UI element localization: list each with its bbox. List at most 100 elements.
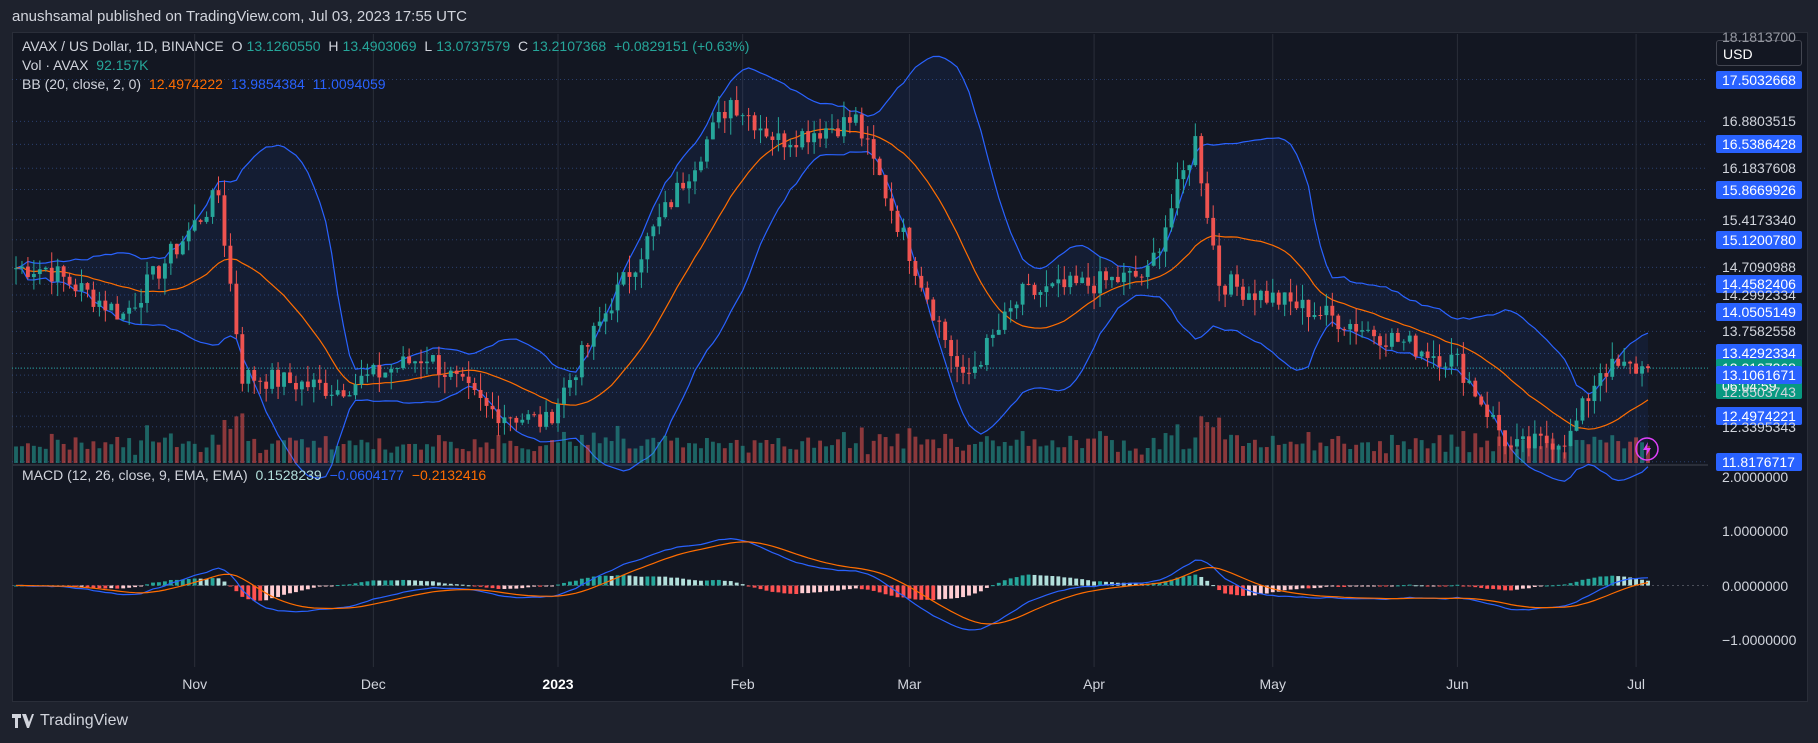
- price-axis-label: 15.8669926: [1716, 180, 1802, 199]
- volume-bar: [1622, 448, 1627, 463]
- macd-histogram-bar: [1181, 576, 1186, 586]
- volume-bar: [907, 428, 912, 463]
- volume-bar: [389, 452, 394, 463]
- bb-upper-value: 13.9854384: [230, 76, 305, 92]
- volume-bar: [806, 437, 811, 463]
- volume-bar: [264, 449, 269, 463]
- candle-body: [288, 372, 292, 383]
- volume-bar: [746, 452, 751, 463]
- price-axis-label: 13.1061671: [1716, 366, 1802, 385]
- candle-body: [728, 100, 733, 119]
- macd-histogram-bar: [716, 579, 721, 586]
- candle-body: [472, 383, 477, 390]
- macd-histogram-bar: [699, 580, 703, 586]
- volume-bar: [276, 440, 281, 463]
- volume-bar: [1407, 449, 1412, 463]
- volume-bar: [639, 445, 644, 463]
- candle-body: [764, 128, 769, 137]
- price-axis-label: 13.4292334: [1716, 344, 1802, 363]
- volume-bar: [1455, 446, 1460, 463]
- symbol-name[interactable]: AVAX / US Dollar, 1D, BINANCE: [22, 38, 224, 54]
- macd-histogram-bar: [770, 585, 775, 592]
- volume-bar: [1479, 447, 1484, 463]
- macd-histogram-bar: [1235, 585, 1239, 596]
- volume-bar: [1413, 438, 1418, 463]
- candle-body: [1074, 275, 1079, 284]
- volume-bar: [699, 448, 703, 463]
- macd-label[interactable]: MACD (12, 26, close, 9, EMA, EMA): [22, 467, 248, 483]
- volume-bar: [454, 448, 459, 463]
- candle-body: [1383, 345, 1388, 347]
- candle-body: [651, 226, 656, 237]
- macd-histogram-bar: [681, 578, 686, 586]
- volume-bar: [1098, 431, 1102, 463]
- volume-bar: [830, 445, 834, 463]
- volume-label[interactable]: Vol · AVAX: [22, 57, 89, 73]
- candle-body: [151, 266, 155, 275]
- macd-histogram-bar: [460, 584, 465, 586]
- macd-histogram-bar: [407, 580, 412, 586]
- volume-bar: [1389, 434, 1394, 463]
- candle-body: [520, 419, 525, 423]
- macd-histogram-bar: [1389, 585, 1394, 587]
- macd-histogram-bar: [931, 585, 936, 601]
- candle-body: [1467, 380, 1472, 383]
- macd-histogram-bar: [1544, 585, 1549, 587]
- candle-body: [454, 370, 459, 374]
- volume-bar: [883, 437, 888, 463]
- volume-bar: [1056, 447, 1061, 463]
- candle-body: [1211, 217, 1216, 246]
- candle-body: [544, 411, 549, 427]
- macd-histogram-bar: [895, 585, 900, 598]
- macd-histogram-bar: [240, 585, 245, 597]
- volume-bar: [710, 441, 715, 463]
- volume-bar: [1509, 444, 1513, 463]
- macd-histogram-bar: [847, 585, 852, 590]
- volume-bar: [294, 440, 298, 463]
- candle-body: [133, 307, 138, 309]
- candle-body: [538, 414, 543, 427]
- volume-bar: [514, 446, 519, 463]
- candle-body: [258, 380, 263, 382]
- macd-histogram-bar: [484, 585, 489, 588]
- volume-bar: [1002, 442, 1007, 463]
- macd-histogram-bar: [1503, 585, 1507, 591]
- candle-body: [240, 334, 245, 384]
- macd-histogram-bar: [97, 585, 102, 589]
- volume-bar: [151, 441, 155, 463]
- macd-histogram-bar: [311, 585, 316, 588]
- candle-body: [984, 337, 989, 366]
- candle-body: [889, 198, 894, 211]
- candle-body: [758, 128, 763, 131]
- volume-bar: [1431, 443, 1436, 463]
- macd-histogram-bar: [1306, 585, 1311, 589]
- macd-histogram-bar: [1205, 580, 1210, 586]
- candle-body: [573, 377, 578, 381]
- price-axis-label: 14.4582406: [1716, 275, 1802, 294]
- macd-histogram-bar: [818, 585, 823, 593]
- bb-label[interactable]: BB (20, close, 2, 0): [22, 76, 142, 92]
- candle-body: [85, 283, 90, 290]
- volume-bar: [103, 442, 108, 463]
- volume-bar: [1515, 449, 1519, 463]
- volume-bar: [734, 439, 739, 463]
- candle-body: [990, 334, 995, 338]
- macd-histogram-bar: [1467, 585, 1472, 587]
- macd-histogram-bar: [1628, 577, 1633, 586]
- candle-body: [436, 355, 441, 375]
- candle-body: [1503, 430, 1507, 447]
- volume-bar: [1163, 433, 1168, 463]
- candle-body: [1044, 286, 1049, 293]
- candle-body: [591, 325, 596, 347]
- candle-body: [1002, 311, 1007, 330]
- macd-histogram-bar: [490, 585, 495, 589]
- candle-body: [1169, 208, 1174, 228]
- macd-histogram-bar: [1348, 585, 1353, 587]
- macd-histogram-bar: [639, 576, 644, 586]
- lightning-icon[interactable]: [1634, 436, 1660, 462]
- candle-body: [722, 111, 727, 119]
- currency-selector[interactable]: USD: [1716, 40, 1802, 66]
- candle-body: [675, 182, 680, 208]
- candle-body: [502, 417, 507, 424]
